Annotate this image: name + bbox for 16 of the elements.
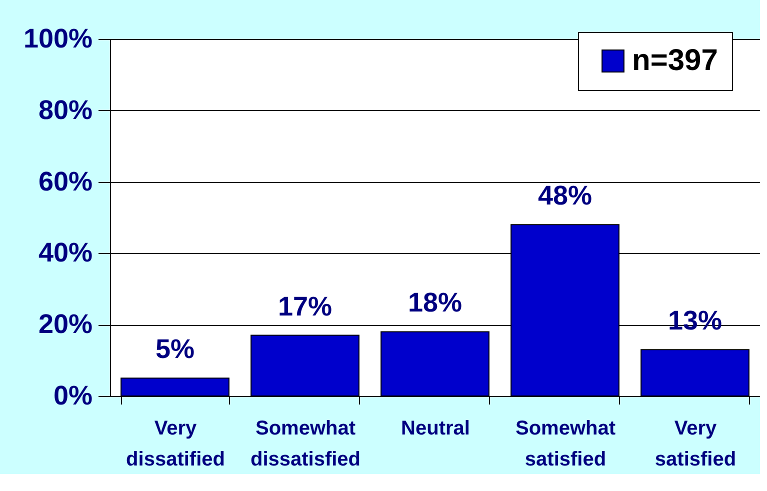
data-label: 17%: [278, 291, 332, 322]
y-tick-label: 40%: [38, 238, 92, 268]
data-label: 48%: [538, 180, 592, 211]
y-tick-label: 20%: [38, 309, 92, 340]
y-tick-label: 100%: [23, 24, 92, 54]
data-label: 18%: [408, 288, 462, 318]
data-label: 5%: [155, 334, 195, 364]
x-tick-label: Neutral: [401, 418, 470, 440]
x-tick-label: Very satisfied: [654, 418, 736, 470]
x-tick-label: Somewhat dissatisfied: [250, 418, 361, 470]
y-tick-label: 80%: [38, 94, 92, 125]
legend-label: n=397: [632, 44, 718, 77]
x-tick-label: Somewhat satisfied: [515, 418, 616, 470]
y-tick-label: 60%: [38, 166, 92, 196]
x-tick-label: Very dissatified: [126, 418, 225, 470]
y-tick-label: 0%: [53, 380, 92, 410]
